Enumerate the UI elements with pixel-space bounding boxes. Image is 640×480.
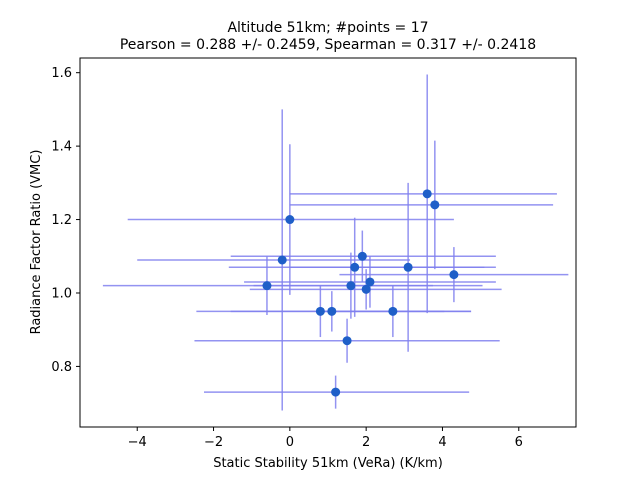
y-tick-label: 1.2: [51, 213, 72, 228]
data-point: [342, 336, 352, 346]
x-tick-label: 0: [286, 435, 294, 450]
y-tick-label: 1.6: [51, 66, 72, 81]
data-point: [262, 281, 272, 291]
y-tick-label: 0.8: [51, 360, 72, 375]
errorbar-layer: [102, 74, 569, 411]
data-point: [430, 200, 440, 210]
y-tick-label: 1.0: [51, 286, 72, 301]
y-axis-label: Radiance Factor Ratio (VMC): [29, 150, 44, 335]
x-tick-label: −2: [204, 435, 223, 450]
data-point: [361, 284, 371, 294]
data-point: [327, 306, 337, 316]
data-point: [346, 281, 356, 291]
data-point: [350, 262, 360, 272]
data-point: [403, 262, 413, 272]
x-tick-label: 2: [362, 435, 370, 450]
data-point: [422, 189, 432, 199]
data-point: [449, 270, 459, 280]
x-axis-label: Static Stability 51km (VeRa) (K/km): [213, 456, 443, 471]
data-point: [277, 255, 287, 265]
chart-subtitle: Pearson = 0.288 +/- 0.2459, Spearman = 0…: [120, 37, 536, 53]
plot-area-frame: [79, 57, 577, 428]
data-point: [388, 306, 398, 316]
y-axis-ticks: 0.8 1.0 1.2 1.4 1.6: [51, 66, 80, 375]
data-point: [365, 277, 375, 287]
point-layer: [262, 189, 459, 397]
x-tick-label: −4: [128, 435, 147, 450]
x-tick-label: 6: [515, 435, 523, 450]
data-point: [285, 215, 295, 225]
y-tick-label: 1.4: [51, 140, 72, 155]
data-point: [331, 387, 341, 397]
x-axis-ticks: −4 −2 0 2 4 6: [128, 427, 523, 450]
x-tick-label: 4: [438, 435, 446, 450]
chart-title: Altitude 51km; #points = 17: [227, 20, 428, 36]
data-point: [315, 306, 325, 316]
data-point: [357, 251, 367, 261]
